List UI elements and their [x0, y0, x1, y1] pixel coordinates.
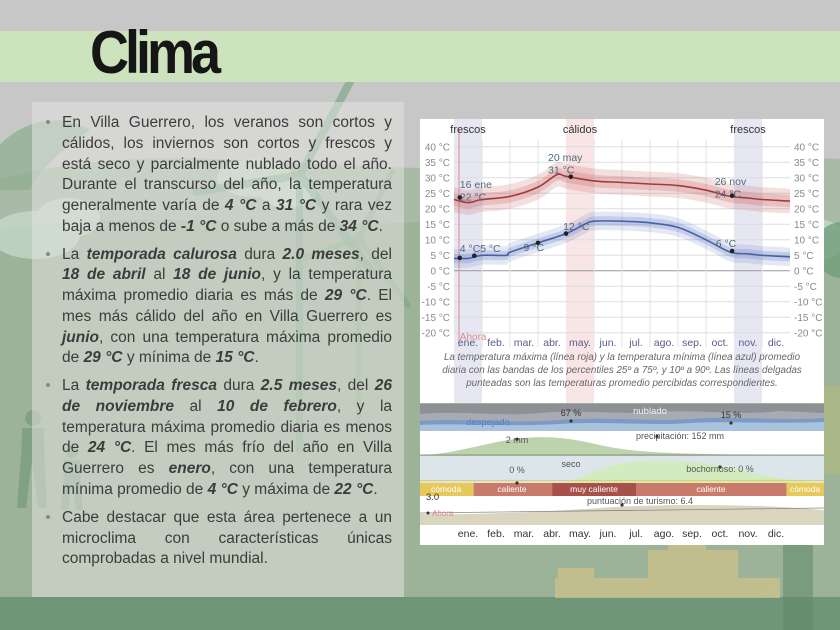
svg-text:-10 °C: -10 °C: [794, 298, 822, 309]
svg-text:oct.: oct.: [712, 337, 729, 349]
svg-text:40 °C: 40 °C: [425, 143, 450, 154]
svg-text:25 °C: 25 °C: [425, 189, 450, 200]
svg-text:sep.: sep.: [682, 528, 702, 540]
svg-text:nov.: nov.: [738, 337, 757, 349]
svg-text:feb.: feb.: [487, 528, 505, 540]
svg-text:sep.: sep.: [682, 337, 702, 349]
svg-text:mar.: mar.: [514, 528, 534, 540]
svg-text:Ahora: Ahora: [460, 332, 487, 343]
svg-text:frescos: frescos: [730, 124, 766, 136]
svg-text:Ahora: Ahora: [432, 509, 454, 518]
svg-text:may.: may.: [569, 528, 591, 540]
svg-text:despejado: despejado: [466, 417, 510, 428]
svg-text:9 °C: 9 °C: [524, 242, 545, 254]
svg-text:frescos: frescos: [450, 124, 486, 136]
svg-text:25 °C: 25 °C: [794, 189, 819, 200]
svg-text:0 °C: 0 °C: [794, 267, 814, 278]
svg-text:16 ene: 16 ene: [460, 179, 492, 191]
svg-text:may.: may.: [569, 337, 591, 349]
svg-text:-20 °C: -20 °C: [794, 329, 822, 340]
svg-text:abr.: abr.: [543, 337, 561, 349]
svg-text:6 °C: 6 °C: [716, 238, 737, 250]
svg-text:10 °C: 10 °C: [794, 236, 819, 247]
svg-text:seco: seco: [561, 459, 580, 469]
svg-text:puntuación de turismo: 6.4: puntuación de turismo: 6.4: [587, 496, 693, 506]
svg-text:cálidos: cálidos: [563, 124, 598, 136]
svg-text:nublado: nublado: [633, 406, 667, 417]
svg-text:35 °C: 35 °C: [794, 158, 819, 169]
svg-text:0 °C: 0 °C: [430, 267, 450, 278]
svg-text:3.0: 3.0: [426, 492, 439, 503]
svg-text:dic.: dic.: [768, 337, 784, 349]
svg-text:26 nov: 26 nov: [715, 176, 747, 188]
svg-text:dic.: dic.: [768, 528, 784, 540]
svg-text:20 may: 20 may: [548, 152, 583, 164]
svg-text:20 °C: 20 °C: [425, 205, 450, 216]
svg-text:-10 °C: -10 °C: [422, 298, 450, 309]
svg-text:jul.: jul.: [628, 528, 642, 540]
svg-text:precipitación: 152 mm: precipitación: 152 mm: [636, 431, 724, 441]
svg-text:67 %: 67 %: [561, 408, 582, 418]
svg-text:-15 °C: -15 °C: [794, 313, 822, 324]
svg-text:31 °C: 31 °C: [548, 165, 575, 177]
svg-text:20 °C: 20 °C: [794, 205, 819, 216]
svg-text:ene.: ene.: [458, 528, 478, 540]
svg-text:jun.: jun.: [599, 528, 617, 540]
svg-text:-15 °C: -15 °C: [422, 313, 450, 324]
svg-text:15 °C: 15 °C: [425, 220, 450, 231]
svg-text:10 °C: 10 °C: [425, 236, 450, 247]
svg-text:cómoda: cómoda: [790, 484, 821, 494]
svg-text:40 °C: 40 °C: [794, 143, 819, 154]
svg-text:0 %: 0 %: [509, 465, 525, 475]
svg-text:4 °C: 4 °C: [460, 243, 481, 255]
svg-text:22 °C: 22 °C: [460, 192, 487, 204]
svg-text:ago.: ago.: [654, 337, 674, 349]
svg-text:oct.: oct.: [712, 528, 729, 540]
svg-text:30 °C: 30 °C: [425, 174, 450, 185]
svg-text:15 %: 15 %: [721, 410, 742, 420]
svg-text:caliente: caliente: [696, 484, 726, 494]
svg-text:ago.: ago.: [654, 528, 674, 540]
svg-text:jul.: jul.: [628, 337, 642, 349]
svg-text:5 °C: 5 °C: [794, 251, 814, 262]
svg-text:5 °C: 5 °C: [430, 251, 450, 262]
svg-text:35 °C: 35 °C: [425, 158, 450, 169]
svg-text:feb.: feb.: [487, 337, 505, 349]
svg-text:15 °C: 15 °C: [794, 220, 819, 231]
svg-text:nov.: nov.: [738, 528, 757, 540]
svg-text:-20 °C: -20 °C: [422, 329, 450, 340]
svg-text:mar.: mar.: [514, 337, 534, 349]
svg-text:caliente: caliente: [497, 484, 527, 494]
svg-text:-5 °C: -5 °C: [794, 282, 817, 293]
svg-text:-5 °C: -5 °C: [427, 282, 450, 293]
svg-text:muy caliente: muy caliente: [570, 484, 618, 494]
svg-text:5 °C: 5 °C: [480, 243, 501, 255]
svg-text:24 °C: 24 °C: [715, 189, 742, 201]
svg-text:jun.: jun.: [599, 337, 617, 349]
svg-text:abr.: abr.: [543, 528, 561, 540]
svg-text:12 °C: 12 °C: [563, 221, 590, 233]
svg-text:30 °C: 30 °C: [794, 174, 819, 185]
